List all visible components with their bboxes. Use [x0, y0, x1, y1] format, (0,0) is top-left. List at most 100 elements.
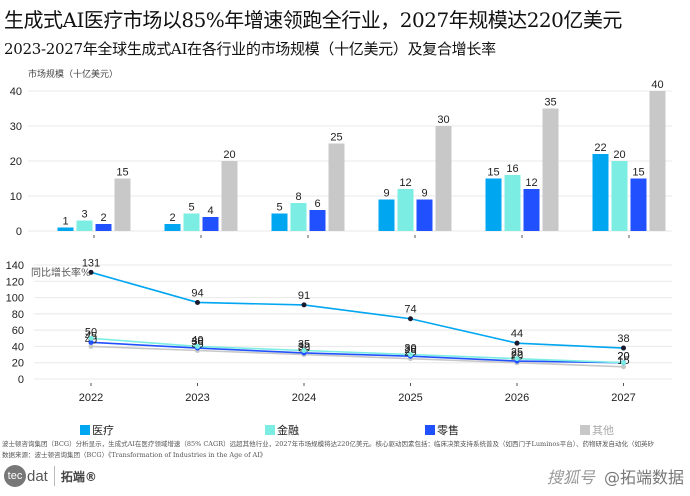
x-tick-label: 2024 [292, 392, 316, 404]
line-medical [90, 271, 624, 349]
bar-medical [57, 227, 74, 231]
marker-medical [621, 345, 626, 351]
data-label: 28 [404, 344, 416, 356]
data-label: 1 [62, 216, 68, 228]
data-label: 94 [191, 287, 203, 299]
data-label: 20 [223, 149, 235, 161]
data-label: 25 [511, 347, 523, 359]
logo-divider [53, 466, 55, 486]
data-label: 3 [81, 209, 87, 221]
line-retail [90, 341, 624, 364]
legend-label-retail: 零售 [437, 424, 459, 437]
legend-label-finance: 金融 [277, 424, 299, 437]
data-label: 2 [100, 212, 106, 224]
data-label: 30 [404, 343, 416, 355]
marker-finance [301, 348, 307, 353]
x-tick-label: 2027 [611, 392, 635, 404]
data-label: 15 [116, 167, 128, 179]
y-tick-label: 100 [6, 293, 24, 305]
data-label: 40 [651, 79, 663, 91]
watermark-handle: @拓端数据 [603, 468, 684, 487]
y-tick-label: 60 [12, 325, 24, 337]
page-title: 生成式AI医疗市场以85%年增速领跑全行业，2027年规模达220亿美元 [4, 8, 622, 32]
marker-finance [514, 356, 520, 362]
data-label: 32 [298, 341, 310, 353]
data-label: 9 [421, 188, 427, 200]
data-label: 8 [295, 191, 301, 203]
line-other [90, 345, 624, 368]
data-label: 20 [617, 351, 629, 363]
y-tick-label: 20 [10, 156, 22, 168]
logo-cn-text: 拓端® [60, 469, 97, 484]
y-tick-label: 40 [12, 341, 24, 353]
bar-other [114, 178, 131, 231]
data-label: 35 [544, 97, 556, 109]
data-label: 15 [632, 167, 644, 179]
data-label: 40 [191, 334, 203, 346]
marker-finance [88, 335, 94, 341]
footnote-source: 数据来源：波士顿咨询集团（BCG）《Transformation of Indu… [2, 451, 267, 459]
legend-swatch-other [580, 425, 590, 435]
bar-other [542, 108, 559, 231]
y-tick-label: 20 [12, 358, 24, 370]
data-label: 74 [404, 304, 416, 316]
data-label: 30 [437, 114, 449, 126]
data-label: 22 [511, 349, 523, 361]
logo-mark: tec [4, 465, 26, 487]
marker-finance [408, 352, 413, 358]
bar-medical [271, 213, 288, 231]
marker-finance [621, 360, 626, 366]
data-label: 2 [169, 212, 175, 224]
data-label: 131 [82, 257, 100, 269]
bar-medical [164, 224, 181, 231]
bar-other [328, 143, 345, 231]
data-label: 6 [314, 198, 320, 210]
bar-other [435, 126, 452, 231]
data-label: 4 [207, 205, 213, 217]
y-tick-label: 80 [12, 309, 24, 321]
marker-other [88, 343, 94, 349]
data-label: 38 [617, 333, 629, 345]
watermark-brand: 搜狐号 [546, 468, 595, 487]
marker-medical [88, 269, 94, 275]
y-tick-label: 10 [10, 191, 22, 203]
marker-medical [408, 316, 413, 322]
data-label: 20 [617, 351, 629, 363]
legend-label-other: 其他 [592, 424, 614, 437]
legend-swatch-retail [425, 425, 435, 435]
marker-medical [514, 340, 520, 346]
y-tick-label: 0 [16, 226, 22, 238]
data-label: 5 [188, 202, 194, 214]
marker-finance [195, 343, 200, 349]
legend-item-medical[interactable]: 医疗 [80, 422, 114, 438]
legend-item-retail[interactable]: 零售 [425, 422, 459, 438]
legend-item-finance[interactable]: 金融 [265, 422, 299, 438]
data-label: 16 [506, 163, 518, 175]
bar-finance [397, 189, 414, 231]
marker-other [621, 364, 626, 370]
tecdat-logo: tec dat 拓端® [4, 465, 97, 487]
watermark: 搜狐号 @拓端数据 [547, 464, 684, 488]
bar-finance [183, 213, 200, 231]
bar-retail [309, 210, 326, 231]
x-tick-label: 2025 [398, 392, 422, 404]
bar-other [649, 91, 666, 231]
data-label: 9 [383, 188, 389, 200]
bar-medical [592, 154, 609, 231]
logo-text: dat [27, 467, 48, 485]
marker-medical [301, 302, 307, 308]
data-label: 22 [594, 142, 606, 154]
x-tick-label: 2022 [79, 392, 103, 404]
legend-swatch-medical [80, 425, 90, 435]
data-label: 35 [298, 339, 310, 351]
legend-swatch-finance [265, 425, 275, 435]
y-axis-label: 市场规模（十亿美元） [28, 68, 118, 80]
data-label: 12 [399, 177, 411, 189]
data-label: 12 [525, 177, 537, 189]
legend-item-other[interactable]: 其他 [580, 422, 614, 438]
bar-medical [485, 178, 502, 231]
bar-finance [611, 161, 628, 231]
bar-finance [290, 203, 307, 231]
y-tick-label: 30 [10, 121, 22, 133]
